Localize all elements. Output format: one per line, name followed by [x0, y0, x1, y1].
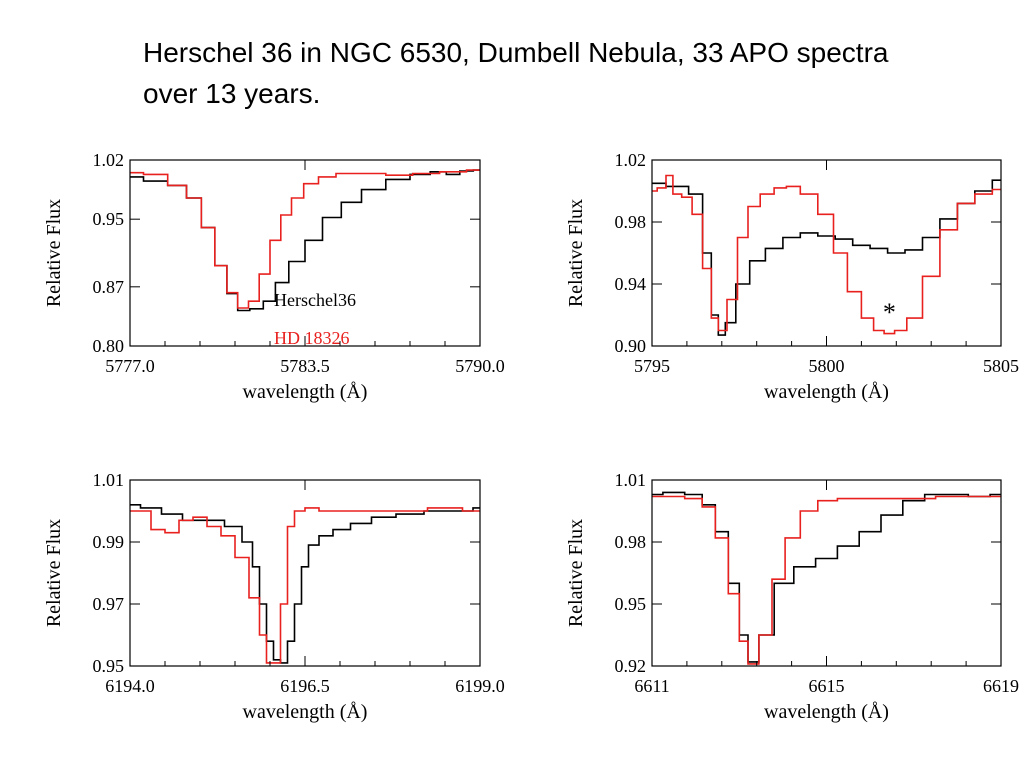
- y-tick-label: 1.02: [615, 150, 647, 170]
- x-tick-label: 6199.0: [455, 676, 505, 696]
- y-tick-label: 0.94: [615, 274, 647, 294]
- x-tick-label: 6196.5: [280, 676, 330, 696]
- plot-frame: [651, 479, 1002, 667]
- x-tick-label: 6615: [809, 676, 845, 696]
- y-tick-label: 1.01: [93, 470, 125, 490]
- y-tick-label: 0.98: [615, 532, 647, 552]
- y-tick-label: 0.87: [93, 277, 125, 297]
- slide-title: Herschel 36 in NGC 6530, Dumbell Nebula,…: [143, 32, 983, 114]
- x-tick-label: 6619: [983, 676, 1019, 696]
- y-tick-label: 0.92: [615, 656, 647, 676]
- y-tick-label: 0.95: [93, 656, 125, 676]
- x-axis-label: wavelength (Å): [764, 381, 889, 403]
- x-tick-label: 5795: [634, 356, 670, 376]
- x-axis-label: wavelength (Å): [764, 701, 889, 723]
- y-tick-label: 0.95: [93, 209, 125, 229]
- y-axis-label: Relative Flux: [565, 199, 587, 307]
- y-tick-label: 0.95: [615, 594, 647, 614]
- series-line-hd18326: [652, 174, 1001, 335]
- chart-panel-3: 0.95 0.97 0.99 1.01 6194.0 6196.5 6199.0 wavele…: [43, 470, 505, 723]
- series-line-herschel36: [130, 504, 480, 664]
- x-axis-label: wavelength (Å): [243, 381, 368, 403]
- y-tick-label: 0.97: [93, 594, 125, 614]
- x-tick-label: 5783.5: [280, 356, 330, 376]
- series-line-herschel36: [652, 179, 1001, 336]
- slide-title-line-2: over 13 years.: [143, 78, 321, 109]
- x-tick-label: 6194.0: [105, 676, 155, 696]
- slide-title-line-1: Herschel 36 in NGC 6530, Dumbell Nebula,…: [143, 37, 889, 68]
- legend-herschel36: Herschel36: [274, 290, 356, 310]
- y-tick-label: 0.98: [615, 212, 647, 232]
- y-axis-label: Relative Flux: [565, 519, 587, 627]
- x-tick-label: 6611: [634, 676, 669, 696]
- y-tick-label: 0.90: [615, 336, 647, 356]
- series-line-hd18326: [652, 495, 1001, 665]
- x-axis-label: wavelength (Å): [243, 701, 368, 723]
- y-tick-label: 0.80: [93, 336, 125, 356]
- chart-panel-1: 0.80 0.87 0.95 1.02 5777.0 5783.5 5790.0 wavele…: [43, 150, 505, 403]
- x-tick-label: 5790.0: [455, 356, 505, 376]
- x-tick-label: 5800: [809, 356, 845, 376]
- y-tick-label: 0.99: [93, 532, 125, 552]
- series-line-hd18326: [130, 169, 480, 309]
- series-line-hd18326: [130, 507, 480, 664]
- chart-panel-2: 0.90 0.94 0.98 1.02 5795 5800 5805 wavelength (…: [565, 150, 1019, 403]
- x-tick-label: 5777.0: [105, 356, 155, 376]
- series-line-herschel36: [652, 491, 1001, 663]
- x-tick-label: 5805: [983, 356, 1019, 376]
- y-tick-label: 1.01: [615, 470, 647, 490]
- chart-panel-4: 0.92 0.95 0.98 1.01 6611 6615 6619 wavelength (…: [565, 470, 1019, 723]
- annotation-asterisk: *: [883, 298, 896, 327]
- y-axis-label: Relative Flux: [43, 199, 65, 307]
- y-tick-label: 1.02: [93, 150, 125, 170]
- y-axis-label: Relative Flux: [43, 519, 65, 627]
- legend-hd18326: HD 18326: [274, 328, 350, 348]
